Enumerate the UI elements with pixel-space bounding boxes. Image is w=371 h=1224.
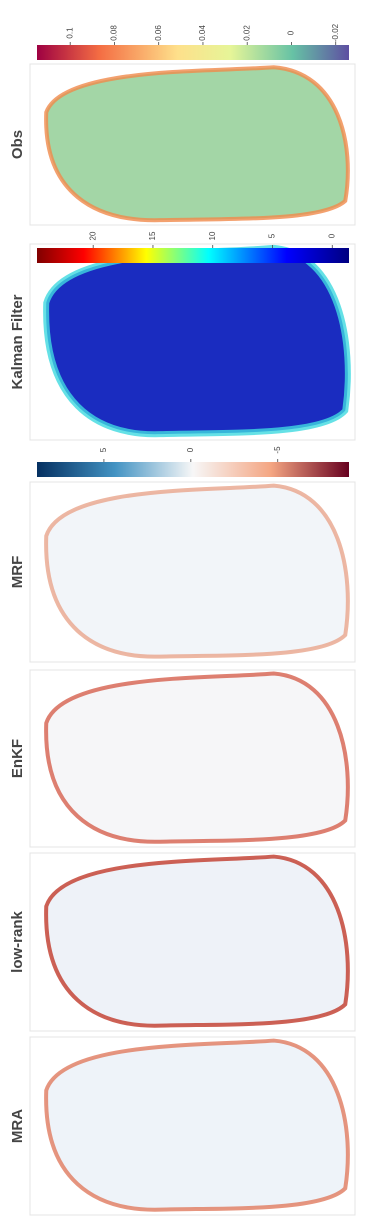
colorbar-tick-label: 20 (88, 231, 97, 240)
colorbar-tick-label: 0.08 (110, 25, 119, 41)
colorbar-tick-label: 0 (287, 30, 296, 35)
panel-title: low-rank (9, 911, 26, 973)
colorbar-tick-label: 5 (268, 233, 277, 238)
colorbar-tick-label: 0 (327, 233, 336, 238)
colorbar-tick-label: -5 (273, 446, 282, 454)
colorbar-tick-label: 10 (208, 231, 217, 240)
panel-title: MRA (9, 1109, 26, 1143)
field-map (44, 671, 350, 844)
field-map (43, 244, 351, 438)
colorbar-tick-label: -0.02 (331, 23, 340, 42)
colorbar (37, 248, 349, 263)
colorbar-tick-label: 0.02 (242, 25, 251, 41)
field-map (44, 65, 350, 223)
field-map (44, 1038, 350, 1212)
colorbar-tick-label: 5 (99, 447, 108, 452)
panel-title: Obs (9, 130, 26, 159)
colorbar-tick-label: 15 (148, 231, 157, 240)
colorbar-tick-label: 0 (186, 447, 195, 452)
colorbar-tick-label: 0.1 (65, 27, 74, 39)
field-map (44, 854, 350, 1028)
colorbar-tick-label: 0.06 (154, 25, 163, 41)
colorbar (37, 45, 349, 60)
panel-title: MRF (9, 556, 26, 589)
panel-title: EnKF (9, 739, 26, 778)
field-map (44, 483, 350, 659)
panel-title: Kalman Filter (9, 294, 26, 389)
colorbar-tick-label: 0.04 (198, 25, 207, 41)
colorbar (37, 462, 349, 477)
